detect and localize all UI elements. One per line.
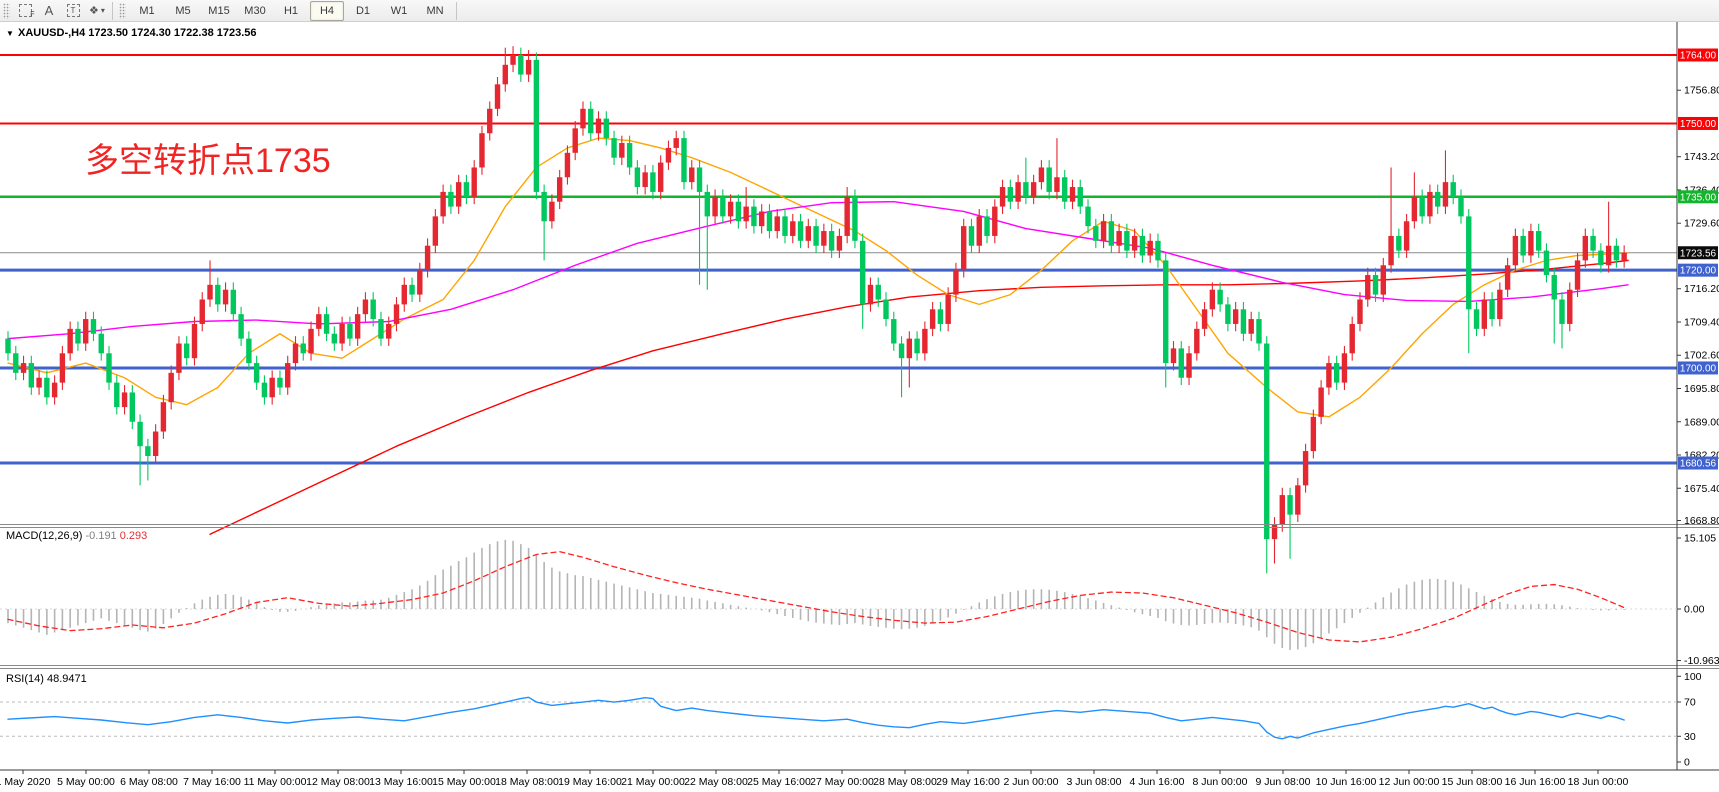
svg-text:11 May 00:00: 11 May 00:00 [244,776,307,788]
timeframe-MN[interactable]: MN [426,4,444,17]
text-label-icon[interactable]: T [62,2,84,20]
svg-text:1680.56: 1680.56 [1680,459,1717,470]
candles [5,46,1627,574]
svg-text:27 May 00:00: 27 May 00:00 [810,776,874,788]
svg-text:19 May 16:00: 19 May 16:00 [558,776,622,788]
toolbar: F A T ❖ ▾ M1 M5 M15 M30 H1 H4 D1 W1 MN [0,0,1719,22]
text-icon[interactable]: A [44,3,54,18]
svg-text:RSI(14) 48.9471: RSI(14) 48.9471 [6,673,87,685]
svg-text:15 Jun 08:00: 15 Jun 08:00 [1442,776,1503,788]
svg-text:15 May 00:00: 15 May 00:00 [432,776,496,788]
svg-text:3 Jun 08:00: 3 Jun 08:00 [1067,776,1122,788]
fibonacci-icon[interactable]: F [14,2,36,20]
ma-magenta-line [7,200,1629,340]
macd-label: MACD(12,26,9) -0.191 0.293 [6,530,147,542]
svg-text:70: 70 [1684,697,1696,709]
svg-text:1756.80: 1756.80 [1684,85,1719,97]
svg-text:30: 30 [1684,731,1696,743]
svg-text:1700.00: 1700.00 [1680,363,1717,374]
svg-text:5 May 00:00: 5 May 00:00 [57,776,115,788]
svg-text:21 May 00:00: 21 May 00:00 [621,776,685,788]
svg-text:1764.00: 1764.00 [1680,51,1717,62]
svg-text:1675.40: 1675.40 [1684,483,1719,495]
svg-text:2 Jun 00:00: 2 Jun 00:00 [1004,776,1059,788]
trading-chart: 多空转折点1735 MACD(12,26,9) -0.191 0.293 RSI(1… [0,22,1719,788]
toolbar-separator [456,1,457,20]
timeframe-M1[interactable]: M1 [139,4,155,17]
rsi-label: RSI(14) 48.9471 [6,673,87,685]
svg-text:1750.00: 1750.00 [1680,119,1717,130]
time-axis: 1 May 2020 5 May 00:00 6 May 08:00 7 May 16… [0,770,1629,788]
svg-text:1689.00: 1689.00 [1684,416,1719,428]
svg-text:1720.00: 1720.00 [1680,266,1717,277]
svg-text:1716.20: 1716.20 [1684,283,1719,295]
macd-panel [0,539,1677,650]
svg-text:10 Jun 16:00: 10 Jun 16:00 [1316,776,1377,788]
chevron-down-icon[interactable]: ▾ [100,6,105,15]
timeframe-W1[interactable]: W1 [390,4,408,17]
svg-text:1702.60: 1702.60 [1684,350,1719,362]
timeframe-M15[interactable]: M15 [208,4,230,17]
svg-text:MACD(12,26,9) -0.191 0.293: MACD(12,26,9) -0.191 0.293 [6,530,147,542]
svg-text:22 May 08:00: 22 May 08:00 [684,776,748,788]
svg-text:0: 0 [1684,757,1690,769]
svg-text:1709.40: 1709.40 [1684,316,1719,328]
toolbar-grip[interactable] [3,2,10,19]
ma-orange-line [7,137,1629,418]
toolbar-separator [112,1,113,20]
svg-text:18 Jun 00:00: 18 Jun 00:00 [1568,776,1629,788]
svg-text:1668.80: 1668.80 [1684,515,1719,527]
rsi-panel [0,696,1677,740]
svg-text:1695.80: 1695.80 [1684,383,1719,395]
svg-text:1729.60: 1729.60 [1684,218,1719,230]
svg-text:28 May 08:00: 28 May 08:00 [873,776,937,788]
svg-text:XAUUSD-,H4 1723.50 1724.30 17: XAUUSD-,H4 1723.50 1724.30 1722.38 1723.… [18,27,257,39]
timeframe-H1[interactable]: H1 [283,4,299,17]
svg-text:1735.00: 1735.00 [1680,192,1717,203]
svg-text:1723.56: 1723.56 [1680,248,1717,259]
symbol-title: ▼ XAUUSD-,H4 1723.50 1724.30 1722.38 1723… [6,27,257,39]
svg-text:-10.963: -10.963 [1684,655,1719,667]
svg-text:1743.20: 1743.20 [1684,151,1719,163]
timeframe-D1[interactable]: D1 [355,4,371,17]
price-levels [0,54,1677,465]
svg-text:13 May 16:00: 13 May 16:00 [369,776,433,788]
svg-text:1 May 2020: 1 May 2020 [0,776,51,788]
ma-red-line [209,259,1629,535]
svg-text:▼: ▼ [6,29,14,38]
svg-text:7 May 16:00: 7 May 16:00 [183,776,241,788]
arrows-icon[interactable]: ❖ ▾ [89,5,105,17]
svg-text:16 Jun 16:00: 16 Jun 16:00 [1505,776,1566,788]
svg-text:18 May 08:00: 18 May 08:00 [495,776,559,788]
svg-text:12 Jun 00:00: 12 Jun 00:00 [1379,776,1440,788]
svg-text:4 Jun 16:00: 4 Jun 16:00 [1130,776,1185,788]
svg-text:15.105: 15.105 [1684,533,1716,545]
timeframe-M30[interactable]: M30 [244,4,266,17]
svg-text:25 May 16:00: 25 May 16:00 [747,776,811,788]
timeframe-grip[interactable] [119,2,126,19]
svg-text:6 May 08:00: 6 May 08:00 [120,776,178,788]
svg-text:8 Jun 00:00: 8 Jun 00:00 [1193,776,1248,788]
timeframe-M5[interactable]: M5 [175,4,191,17]
svg-text:0.00: 0.00 [1684,604,1705,616]
svg-text:12 May 08:00: 12 May 08:00 [306,776,370,788]
timeframe-H4[interactable]: H4 [310,0,344,21]
price-scale: 1756.801743.201736.401729.601716.201709.… [1677,48,1719,769]
svg-text:29 May 16:00: 29 May 16:00 [936,776,1000,788]
svg-text:多空转折点1735: 多空转折点1735 [85,142,331,180]
panel-borders [0,22,1719,771]
annotation-text: 多空转折点1735 [85,142,331,180]
timeframe-bar: M1 M5 M15 M30 H1 H4 D1 W1 MN [129,0,453,21]
svg-text:100: 100 [1684,671,1702,683]
svg-text:9 Jun 08:00: 9 Jun 08:00 [1256,776,1311,788]
